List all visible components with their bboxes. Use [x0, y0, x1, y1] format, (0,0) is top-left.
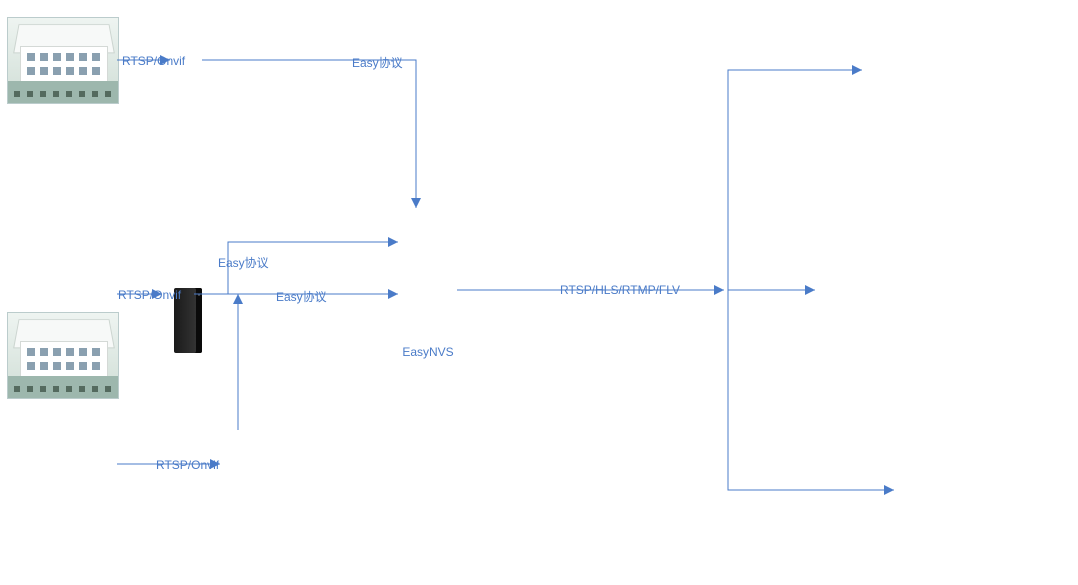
building-site2 [7, 312, 119, 399]
edge-label-e-t1-srv: Easy协议 [352, 54, 403, 71]
edge-label-e-s1-t1: RTSP/Onvif [122, 54, 185, 68]
building-site1 [7, 17, 119, 104]
edge-label-e-t2-srv-up: Easy协议 [218, 254, 269, 271]
edge-label-e-s2-t2: RTSP/Onvif [118, 288, 181, 302]
edge-label-e-t2-srv: Easy协议 [276, 288, 327, 305]
edge-label-e-s3-t3: RTSP/Onvif [156, 458, 219, 472]
server-label: EasyNVS [398, 345, 458, 359]
edge-label-e-srv-out: RTSP/HLS/RTMP/FLV [560, 283, 680, 297]
